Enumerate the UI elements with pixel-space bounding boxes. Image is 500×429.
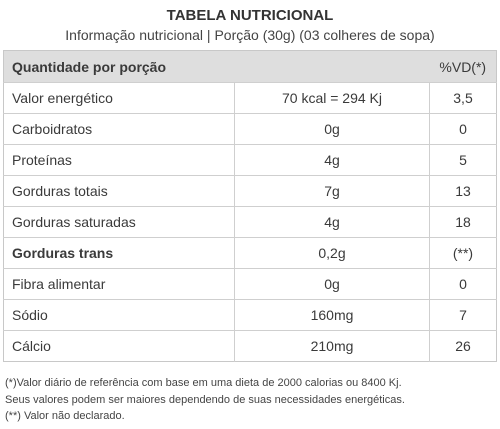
amount: 4g [234,206,430,238]
header-spacer [234,50,430,83]
nutrient-name: Gorduras trans [3,237,235,269]
subtitle: Informação nutricional | Porção (30g) (0… [65,27,435,43]
header-vd: %VD(*) [429,50,497,83]
daily-value: 0 [429,268,497,300]
nutrition-table: Quantidade por porção %VD(*) Valor energ… [3,50,497,362]
table-row: Cálcio 210mg 26 [3,330,497,362]
daily-value: 13 [429,175,497,207]
nutrient-name: Valor energético [3,82,235,114]
amount: 160mg [234,299,430,331]
amount: 4g [234,144,430,176]
amount: 0g [234,113,430,145]
amount: 210mg [234,330,430,362]
nutrient-name: Cálcio [3,330,235,362]
table-row: Valor energético 70 kcal = 294 Kj 3,5 [3,82,497,114]
amount: 0g [234,268,430,300]
table-row: Gorduras saturadas 4g 18 [3,206,497,238]
header-label: Quantidade por porção [3,50,235,83]
daily-value: 18 [429,206,497,238]
nutrient-name: Carboidratos [3,113,235,145]
table-row: Fibra alimentar 0g 0 [3,268,497,300]
daily-value: (**) [429,237,497,269]
table-row: Carboidratos 0g 0 [3,113,497,145]
daily-value: 3,5 [429,82,497,114]
table-row: Gorduras totais 7g 13 [3,175,497,207]
nutrient-name: Sódio [3,299,235,331]
nutrient-name: Gorduras saturadas [3,206,235,238]
footnotes: (*)Valor diário de referência com base e… [5,375,405,425]
amount: 0,2g [234,237,430,269]
daily-value: 7 [429,299,497,331]
daily-value: 26 [429,330,497,362]
nutrient-name: Proteínas [3,144,235,176]
footnote: Seus valores podem ser maiores dependend… [5,393,405,406]
table-row: Proteínas 4g 5 [3,144,497,176]
daily-value: 5 [429,144,497,176]
header-row: Quantidade por porção %VD(*) [3,50,497,83]
daily-value: 0 [429,113,497,145]
footnote: (**) Valor não declarado. [5,410,125,422]
nutrient-name: Fibra alimentar [3,268,235,300]
amount: 70 kcal = 294 Kj [234,82,430,114]
amount: 7g [234,175,430,207]
title: TABELA NUTRICIONAL [166,7,334,24]
table-row: Sódio 160mg 7 [3,299,497,331]
nutrient-name: Gorduras totais [3,175,235,207]
footnote: (*)Valor diário de referência com base e… [5,377,402,389]
table-row: Gorduras trans 0,2g (**) [3,237,497,269]
